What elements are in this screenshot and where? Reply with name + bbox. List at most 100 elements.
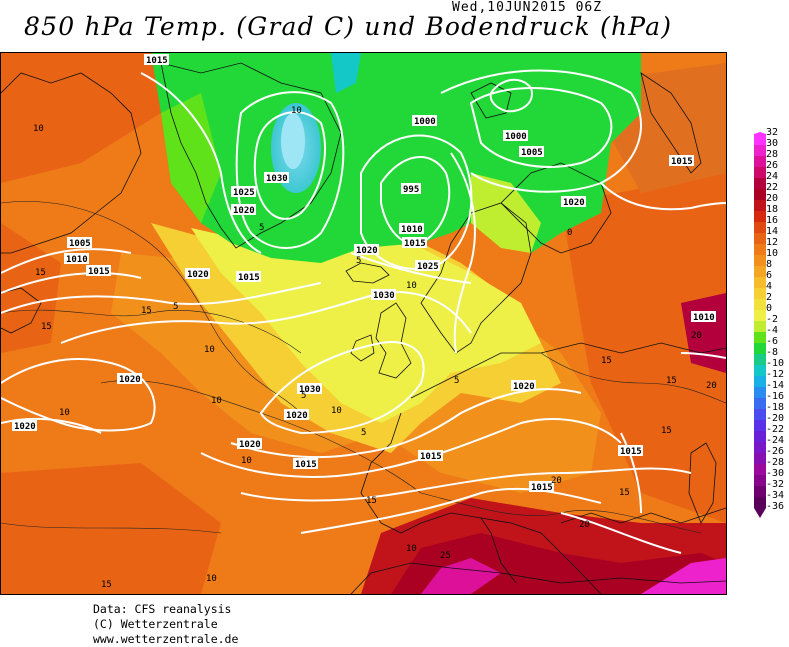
isobar-label: 1020 (513, 382, 535, 392)
temp-field-cold-edge (161, 93, 221, 223)
isobar-label: 1020 (14, 422, 36, 432)
color-scale-label: 20 (766, 193, 779, 204)
color-scale-swatch (754, 178, 766, 189)
isobar-label: 1015 (671, 157, 693, 167)
color-scale-swatch (754, 354, 766, 365)
isobar-label: 1030 (266, 174, 288, 184)
color-scale-label: 0 (766, 303, 773, 314)
coastlines (1, 62, 726, 594)
temp-label: 15 (41, 322, 52, 332)
temp-label: 25 (440, 551, 451, 561)
temp-label: 5 (259, 223, 264, 233)
temp-label: 20 (691, 331, 702, 341)
color-scale-swatch (754, 211, 766, 222)
temp-label: 15 (619, 488, 630, 498)
color-scale-label: 24 (766, 171, 779, 182)
color-scale-label: 32 (766, 127, 779, 138)
data-source: Data: CFS reanalysis (93, 602, 232, 616)
temp-label: 10 (406, 544, 417, 554)
temp-label: 5 (361, 428, 366, 438)
color-scale-label: -2 (766, 314, 779, 325)
color-scale-swatch (754, 156, 766, 167)
isobar-label: 1015 (404, 239, 426, 249)
temp-label: 15 (601, 356, 612, 366)
temperature-labels: 10 15 5 10 15 20 15 10 5 5 10 15 20 25 1… (33, 106, 717, 590)
temp-field-extreme (421, 558, 501, 594)
color-scale-label: -18 (766, 402, 785, 413)
color-scale-swatch (754, 475, 766, 486)
temp-field-16c (561, 173, 726, 523)
color-scale-swatch (754, 486, 766, 497)
temp-label: 15 (661, 426, 672, 436)
color-scale-label: 22 (766, 182, 779, 193)
color-scale-label: -10 (766, 358, 785, 369)
color-scale-label: 16 (766, 215, 779, 226)
color-scale-swatch (754, 464, 766, 475)
temp-field-16c (1, 463, 221, 594)
isobar-label: 1010 (401, 225, 423, 235)
isobar-labels: 1015 1020 1025 1030 1030 1025 1020 1015 … (12, 54, 716, 493)
temp-label: 15 (366, 496, 377, 506)
color-scale-swatch (754, 310, 766, 321)
color-scale-swatch (754, 343, 766, 354)
color-scale-label: 26 (766, 160, 779, 171)
isobar-label: 1015 (238, 273, 260, 283)
website: www.wetterzentrale.de (93, 632, 239, 646)
temp-label: 20 (551, 476, 562, 486)
color-scale-swatch (754, 189, 766, 200)
color-scale-label: -6 (766, 336, 779, 347)
color-scale-label: -28 (766, 457, 785, 468)
color-scale-label: -8 (766, 347, 779, 358)
color-scale-label: -12 (766, 369, 785, 380)
temp-field-16c (1, 53, 181, 183)
temp-label: 10 (211, 396, 222, 406)
isobar-label: 1005 (69, 239, 91, 249)
color-scale-label: -36 (766, 501, 785, 512)
color-scale-label: -32 (766, 479, 785, 490)
isobar-label: 1015 (146, 56, 168, 66)
temp-label: 10 (206, 574, 217, 584)
copyright: (C) Wetterzentrale (93, 617, 218, 631)
color-scale (754, 132, 766, 518)
color-scale-swatch (754, 387, 766, 398)
color-scale-swatch (754, 376, 766, 387)
color-scale-label: -14 (766, 380, 785, 391)
color-scale-label: 18 (766, 204, 779, 215)
color-scale-swatch (754, 431, 766, 442)
color-scale-swatch (754, 244, 766, 255)
color-scale-swatch (754, 398, 766, 409)
temp-label: 20 (579, 520, 590, 530)
color-scale-label: -24 (766, 435, 785, 446)
color-scale-swatch (754, 409, 766, 420)
isobar-label: 1020 (233, 206, 255, 216)
color-scale-swatch (754, 299, 766, 310)
color-scale-label: 30 (766, 138, 779, 149)
temp-label: 20 (706, 381, 717, 391)
isobar-label: 1005 (521, 148, 543, 158)
isobar-label: 995 (403, 185, 419, 195)
color-scale-swatch (754, 277, 766, 288)
page-title: 850 hPa Temp. (Grad C) und Bodendruck (h… (24, 12, 673, 41)
color-scale-label: -20 (766, 413, 785, 424)
color-scale-swatch (754, 420, 766, 431)
isobar-label: 1020 (286, 411, 308, 421)
isobar-label: 1000 (505, 132, 527, 142)
temp-label: 0 (567, 228, 572, 238)
temp-label: 5 (356, 256, 361, 266)
color-scale-swatch (754, 145, 766, 156)
valid-time: Wed,10JUN2015 06Z (452, 0, 603, 15)
temp-label: 10 (291, 106, 302, 116)
temp-label: 10 (204, 345, 215, 355)
isobar-label: 1020 (187, 270, 209, 280)
color-scale-swatch (754, 167, 766, 178)
color-scale-label: 8 (766, 259, 773, 270)
color-scale-label: -30 (766, 468, 785, 479)
isobar-label: 1000 (414, 117, 436, 127)
color-scale-swatch (754, 365, 766, 376)
temp-field-coldcore-inner (281, 113, 305, 169)
isobar-label: 1020 (563, 198, 585, 208)
temp-label: 10 (33, 124, 44, 134)
temp-label: 5 (301, 391, 306, 401)
temp-label: 15 (141, 306, 152, 316)
color-scale-swatch (754, 266, 766, 277)
